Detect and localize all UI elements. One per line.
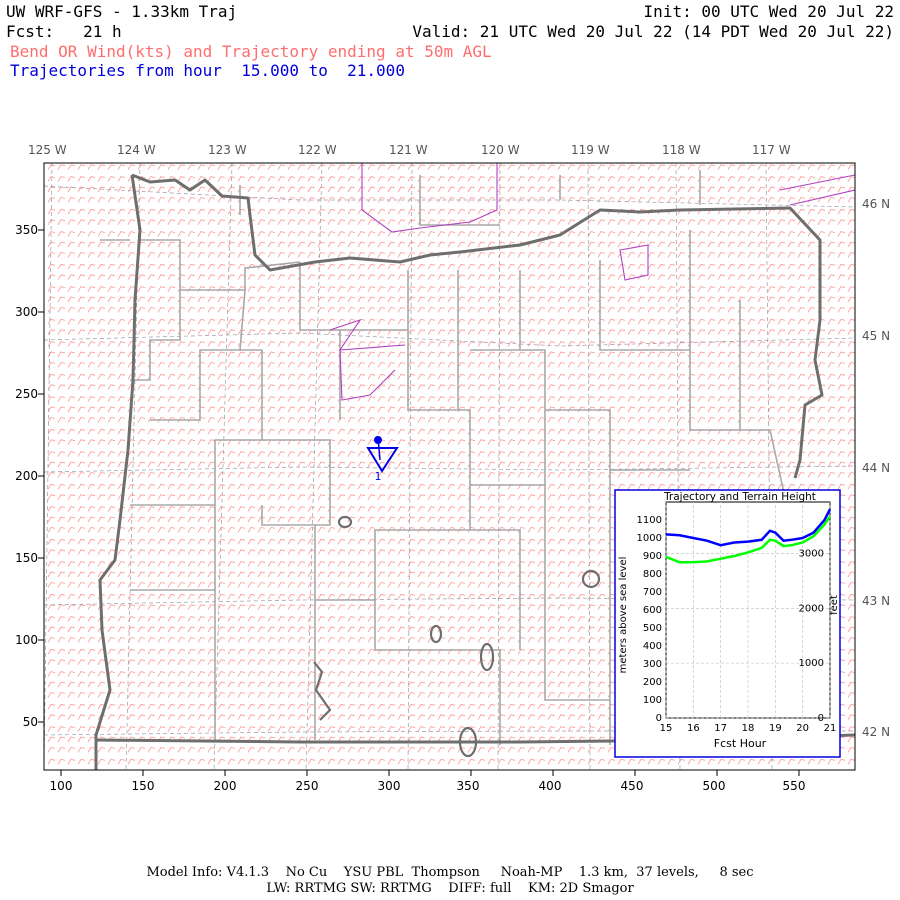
trajectory-label: 1 — [375, 470, 382, 483]
grid-y-label: 150 — [15, 551, 38, 565]
grid-y-label: 200 — [15, 469, 38, 483]
lon-label: 118 W — [662, 143, 701, 157]
inset-x-tick-label: 21 — [824, 723, 837, 734]
grid-x-label: 550 — [783, 779, 806, 793]
inset-series — [665, 508, 832, 564]
lon-label: 117 W — [752, 143, 791, 157]
inset-right-axis-label: feet — [829, 595, 840, 615]
inset-y-tick-label: 800 — [643, 569, 662, 580]
inset-y-tick-label: 600 — [643, 605, 662, 616]
axis-ticks — [38, 229, 800, 776]
inset-x-tick-label: 17 — [714, 723, 727, 734]
trajectory-start-dot — [374, 436, 382, 444]
inset-x-tick-label: 15 — [660, 723, 673, 734]
model-info-line: Model Info: V4.1.3 No Cu YSU PBL Thompso… — [146, 865, 754, 880]
inset-x-tick-label: 16 — [687, 723, 700, 734]
trajectory-period: Trajectories from hour 15.000 to 21.000 — [10, 61, 405, 80]
inset-y-tick-label: 500 — [643, 623, 662, 634]
inset-y-tick-label: 900 — [643, 551, 662, 562]
lon-label: 125 W — [28, 143, 67, 157]
grid-x-label: 400 — [539, 779, 562, 793]
grid-x-label: 100 — [50, 779, 73, 793]
inset-y-tick-label: 700 — [643, 587, 662, 598]
lat-label: 44 N — [862, 461, 890, 475]
forecast-hour: Fcst: 21 h — [6, 22, 122, 41]
bottom-grid-labels: 100 150 200 250 300 350 400 450 500 550 — [50, 779, 806, 793]
inset-x-tick-label: 19 — [769, 723, 782, 734]
trajectory-1 — [366, 436, 399, 473]
grid-x-label: 500 — [703, 779, 726, 793]
trajectory-end-triangle — [366, 447, 399, 473]
grid-y-label: 300 — [15, 305, 38, 319]
lat-label: 43 N — [862, 594, 890, 608]
lon-label: 123 W — [208, 143, 247, 157]
inset-y-tick-label: 300 — [643, 659, 662, 670]
physics-info-line: LW: RRTMG SW: RRTMG DIFF: full KM: 2D Sm… — [266, 881, 634, 896]
inset-x-label: Fcst Hour — [714, 737, 767, 750]
water-features — [329, 163, 855, 401]
inset-y-tick-label: 0 — [656, 713, 662, 724]
inset-left-axis-label: meters above sea level — [618, 557, 629, 674]
inset-x-axis: 15 16 17 18 19 20 21 — [660, 723, 837, 734]
grid-x-label: 150 — [132, 779, 155, 793]
grid-x-label: 200 — [214, 779, 237, 793]
inset-series-line-1 — [665, 515, 832, 564]
inset-ft-tick-label: 3000 — [799, 548, 824, 559]
county-boundaries — [100, 170, 791, 745]
map-frame — [43, 162, 856, 771]
inset-y-tick-label: 400 — [643, 641, 662, 652]
inset-ft-tick-label: 1000 — [799, 658, 824, 669]
valid-time: Valid: 21 UTC Wed 20 Jul 22 (14 PDT Wed … — [412, 22, 894, 41]
trajectory-terrain-inset: Trajectory and Terrain Height 1100100090… — [614, 489, 841, 758]
grid-x-label: 300 — [378, 779, 401, 793]
latitude-labels: 46 N 45 N 44 N 43 N 42 N — [862, 197, 890, 739]
inset-title: Trajectory and Terrain Height — [663, 491, 816, 503]
lon-label: 121 W — [389, 143, 428, 157]
longitude-labels: 125 W 124 W 123 W 122 W 121 W 120 W 119 … — [28, 143, 791, 157]
grid-y-label: 50 — [23, 715, 38, 729]
lon-label: 120 W — [481, 143, 520, 157]
inset-y-tick-label: 100 — [643, 695, 662, 706]
inset-right-axis: 0 1000 2000 3000 — [799, 548, 824, 724]
variable-description: Bend OR Wind(kts) and Trajectory ending … — [10, 42, 492, 61]
grid-y-label: 350 — [15, 223, 38, 237]
lon-label: 122 W — [298, 143, 337, 157]
grid-y-label: 100 — [15, 633, 38, 647]
lat-label: 46 N — [862, 197, 890, 211]
inset-series-line-0 — [665, 508, 832, 547]
inset-x-tick-label: 18 — [742, 723, 755, 734]
grid-y-label: 250 — [15, 387, 38, 401]
grid-x-label: 250 — [296, 779, 319, 793]
inset-ft-tick-label: 2000 — [799, 603, 824, 614]
grid-x-label: 350 — [457, 779, 480, 793]
lon-label: 119 W — [571, 143, 610, 157]
lat-label: 45 N — [862, 329, 890, 343]
inset-ft-tick-label: 0 — [818, 713, 824, 724]
init-time: Init: 00 UTC Wed 20 Jul 22 — [643, 2, 894, 21]
inset-y-tick-label: 1000 — [637, 533, 662, 544]
lat-label: 42 N — [862, 725, 890, 739]
inset-x-tick-label: 20 — [796, 723, 809, 734]
left-grid-labels: 350 300 250 200 150 100 50 — [15, 223, 38, 729]
inset-y-tick-label: 200 — [643, 677, 662, 688]
model-title: UW WRF-GFS - 1.33km Traj — [6, 2, 238, 21]
inset-y-tick-label: 1100 — [637, 515, 662, 526]
lon-label: 124 W — [117, 143, 156, 157]
grid-x-label: 450 — [621, 779, 644, 793]
lakes — [313, 515, 601, 758]
